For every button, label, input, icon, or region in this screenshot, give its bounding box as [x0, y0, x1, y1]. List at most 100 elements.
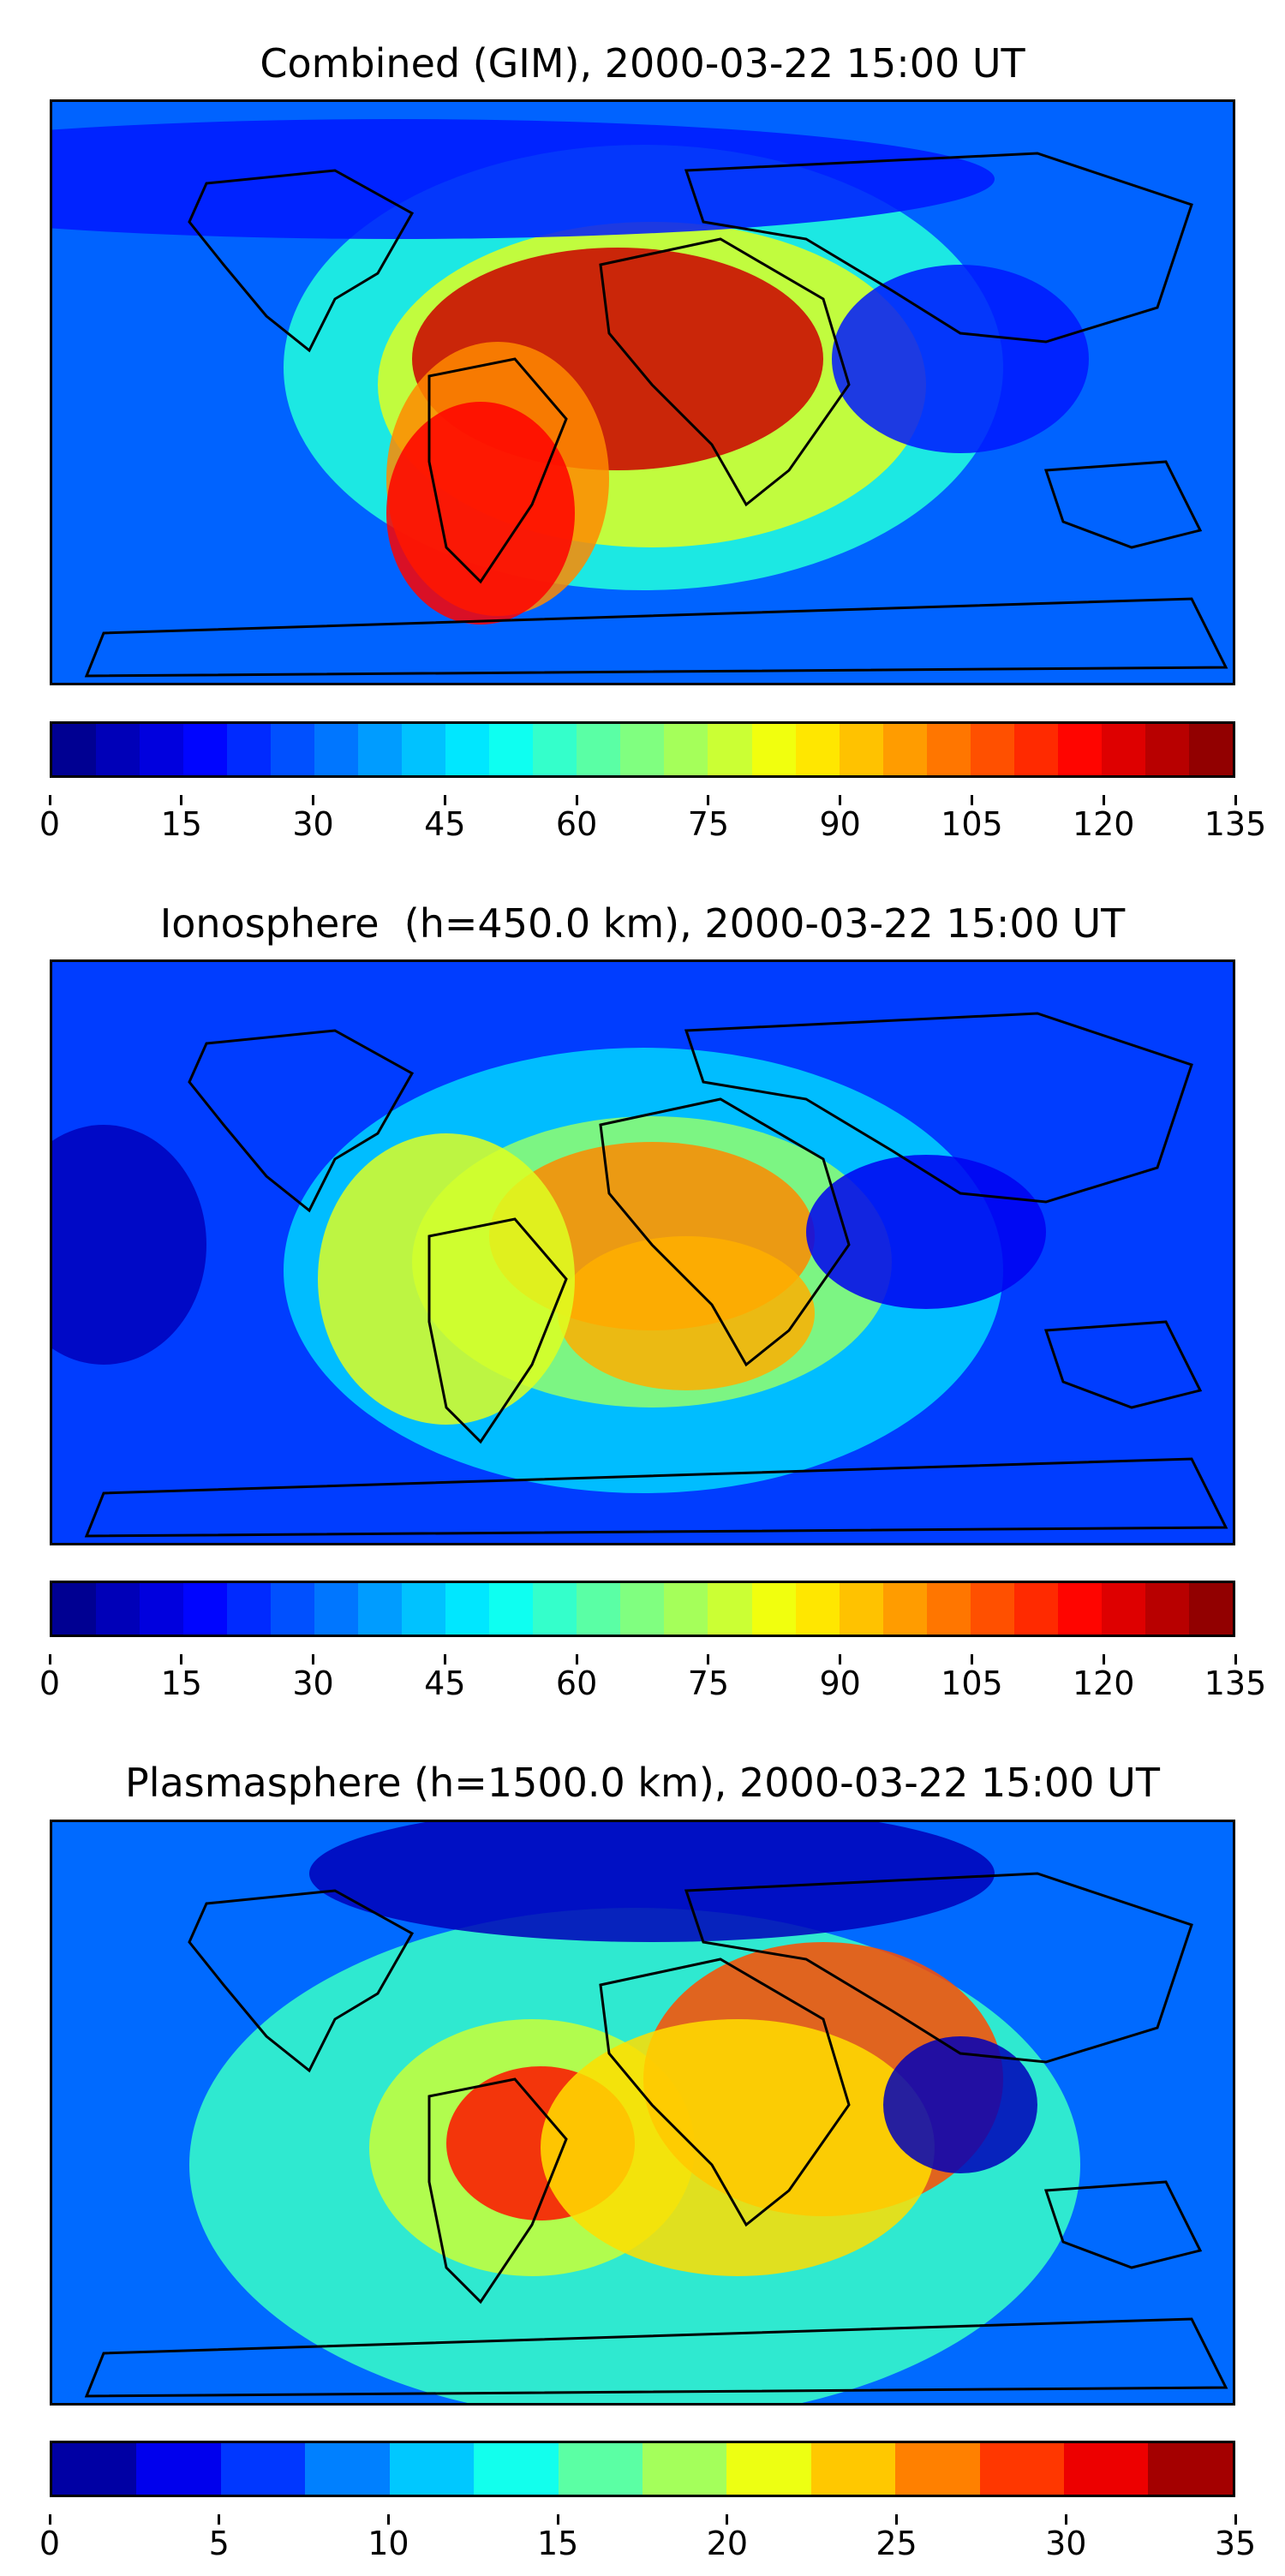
colorbar-tick-label: 15: [160, 1665, 202, 1702]
colorbar-tick-label: 45: [424, 1665, 466, 1702]
colorbar-segment: [1057, 724, 1102, 775]
colorbar-segment: [271, 724, 315, 775]
field-feature-1: [558, 1236, 815, 1390]
colorbar-segment: [1057, 1583, 1102, 1635]
colorbar-tick-mark: [1102, 1654, 1105, 1665]
coastline: [1043, 2180, 1203, 2269]
colorbar-tick-mark: [1102, 795, 1105, 805]
colorbar-tick-mark: [970, 795, 973, 805]
colorbar-tick-label: 0: [39, 1665, 61, 1702]
colorbar-segment: [52, 1583, 97, 1635]
colorbar-tick-label: 105: [941, 805, 1003, 843]
colorbar-tick-label: 30: [292, 1665, 334, 1702]
coastline: [1043, 1320, 1203, 1409]
colorbar-tick-mark: [443, 1654, 446, 1665]
colorbar-segment: [445, 1583, 490, 1635]
colorbar-segment: [751, 724, 796, 775]
coastline: [84, 1457, 1228, 1538]
coastline: [599, 1957, 851, 2227]
colorbar-tick-label: 20: [706, 2525, 749, 2562]
colorbar-ticks: 0 15 30 45 60 75 90 105 120 135: [39, 1654, 1266, 1716]
colorbar-segment: [558, 2443, 642, 2495]
colorbar-tick-label: 10: [368, 2525, 409, 2562]
colorbar-tick-mark: [1234, 795, 1237, 805]
colorbar-tick-label: 15: [160, 805, 202, 843]
colorbar-segment: [970, 724, 1014, 775]
colorbar-tick-label: 30: [292, 805, 334, 843]
colorbar-segment: [1064, 2443, 1149, 2495]
colorbar-segment: [489, 1583, 534, 1635]
colorbar-segment: [52, 724, 97, 775]
coastline: [84, 2317, 1228, 2398]
colorbar-tick-mark: [1234, 2514, 1237, 2525]
colorbar: [50, 721, 1235, 778]
colorbar-segment: [227, 724, 272, 775]
colorbar-tick-mark: [707, 1654, 710, 1665]
colorbar-segment: [402, 724, 446, 775]
colorbar-segment: [96, 724, 140, 775]
coastline: [684, 1012, 1193, 1204]
colorbar-segment: [708, 1583, 752, 1635]
heatmap-map: [50, 1820, 1235, 2406]
colorbar-segment: [1013, 1583, 1058, 1635]
colorbar-tick-mark: [443, 795, 446, 805]
colorbar-segment: [726, 2443, 811, 2495]
colorbar-segment: [882, 1583, 927, 1635]
heatmap-map: [50, 99, 1235, 685]
heatmap-svg: [52, 102, 1233, 683]
colorbar-segment: [839, 724, 883, 775]
colorbar-segment: [620, 724, 665, 775]
coastline: [427, 2077, 568, 2304]
colorbar-tick-label: 0: [39, 2525, 61, 2562]
colorbar-tick-label: 135: [1204, 1665, 1267, 1702]
colorbar-tick-label: 15: [536, 2525, 579, 2562]
colorbar-tick-label: 120: [1072, 1665, 1135, 1702]
coastline: [599, 237, 851, 507]
colorbar-segment: [970, 1583, 1014, 1635]
colorbar-segment: [926, 1583, 971, 1635]
colorbar-segment: [533, 1583, 577, 1635]
colorbar-tick-mark: [895, 2514, 899, 2525]
colorbar-segment: [314, 1583, 359, 1635]
colorbar-segment: [183, 724, 228, 775]
colorbar-segment: [1145, 724, 1189, 775]
colorbar-segment: [1013, 724, 1058, 775]
coastline: [84, 597, 1228, 678]
colorbar-segment: [227, 1583, 272, 1635]
colorbar-tick-label: 25: [876, 2525, 917, 2562]
colorbar-tick-mark: [839, 795, 842, 805]
colorbar-segment: [96, 1583, 140, 1635]
colorbar-tick-mark: [48, 795, 51, 805]
coastline: [599, 1097, 851, 1367]
field-feature-4: [52, 119, 995, 239]
colorbar-segment: [1188, 724, 1233, 775]
colorbar-segment: [183, 1583, 228, 1635]
colorbar-tick-label: 0: [39, 805, 61, 843]
colorbar-segment: [1188, 1583, 1233, 1635]
colorbar-segment: [577, 1583, 621, 1635]
colorbar-tick-mark: [707, 795, 710, 805]
heatmap-map: [50, 959, 1235, 1545]
colorbar-tick-mark: [312, 795, 315, 805]
colorbar-tick-label: 90: [819, 805, 861, 843]
colorbar-tick-label: 135: [1204, 805, 1267, 843]
colorbar-ticks: 0 5 10 15 20 25 30 35: [39, 2514, 1256, 2576]
colorbar-tick-label: 90: [819, 1665, 861, 1702]
colorbar-segment: [358, 1583, 403, 1635]
colorbar-tick-label: 5: [208, 2525, 230, 2562]
heatmap-svg: [52, 962, 1233, 1543]
coastline: [188, 1029, 415, 1213]
colorbar-tick-label: 60: [555, 1665, 598, 1702]
heatmap-svg: [52, 1822, 1233, 2403]
colorbar-tick-mark: [575, 1654, 578, 1665]
coastline: [427, 357, 568, 584]
field-feature-4: [309, 1822, 995, 1942]
field-feature-3: [883, 2036, 1037, 2173]
colorbar-tick-mark: [48, 1654, 51, 1665]
colorbar-segment: [642, 2443, 727, 2495]
chart-title: Plasmasphere (h=1500.0 km), 2000-03-22 1…: [125, 1760, 1160, 1806]
colorbar: [50, 1581, 1235, 1637]
colorbar-segment: [305, 2443, 390, 2495]
colorbar-tick-label: 35: [1214, 2525, 1257, 2562]
colorbar-tick-mark: [1234, 1654, 1237, 1665]
